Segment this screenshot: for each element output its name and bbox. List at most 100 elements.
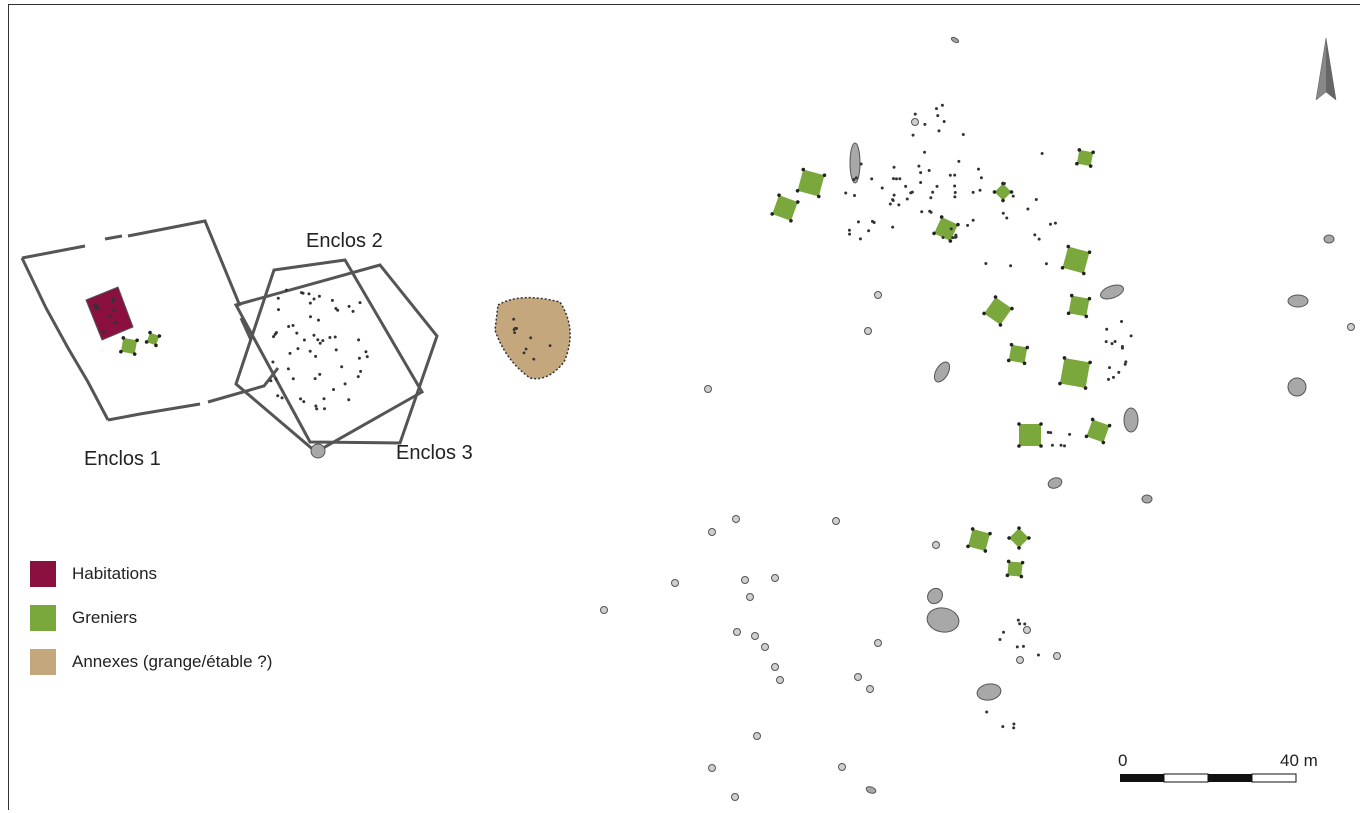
posthole xyxy=(923,122,927,126)
pit-feature xyxy=(1287,377,1307,397)
posthole xyxy=(848,232,852,236)
pit xyxy=(771,663,779,671)
posthole xyxy=(524,347,528,351)
grenier xyxy=(984,297,1012,325)
grenier xyxy=(994,183,1012,201)
pit xyxy=(911,118,919,126)
posthole xyxy=(1017,526,1021,530)
posthole xyxy=(1040,151,1044,155)
posthole xyxy=(948,173,952,177)
posthole xyxy=(119,349,123,354)
posthole xyxy=(318,372,322,376)
pit-feature xyxy=(1100,284,1124,300)
posthole xyxy=(1129,334,1133,338)
enclos-2-label: Enclos 2 xyxy=(306,230,383,252)
posthole xyxy=(1111,375,1115,379)
posthole xyxy=(135,338,139,343)
posthole xyxy=(1120,346,1124,350)
posthole xyxy=(966,223,970,227)
pit xyxy=(732,515,740,523)
posthole xyxy=(1058,381,1062,386)
posthole xyxy=(333,335,337,339)
posthole xyxy=(844,191,848,195)
enclos-3-label: Enclos 3 xyxy=(396,442,473,464)
pit xyxy=(1023,626,1031,634)
posthole xyxy=(927,169,931,173)
posthole xyxy=(984,262,988,266)
posthole xyxy=(777,193,781,197)
legend-label: Greniers xyxy=(72,608,138,627)
posthole xyxy=(919,171,923,175)
posthole xyxy=(308,315,312,319)
posthole xyxy=(932,231,936,236)
pit xyxy=(741,576,749,584)
posthole xyxy=(934,107,938,111)
posthole xyxy=(1017,546,1021,550)
posthole xyxy=(273,332,277,336)
posthole xyxy=(1009,342,1014,347)
posthole xyxy=(1123,362,1127,366)
posthole xyxy=(513,331,516,335)
posthole xyxy=(358,301,362,305)
posthole xyxy=(801,167,806,172)
pit-feature xyxy=(976,683,1002,701)
posthole xyxy=(948,239,953,243)
posthole xyxy=(1107,377,1111,381)
posthole xyxy=(113,321,118,325)
posthole xyxy=(1006,358,1011,363)
posthole xyxy=(1022,361,1027,366)
pit-feature xyxy=(926,607,960,633)
posthole xyxy=(286,367,290,371)
posthole xyxy=(1087,250,1092,255)
posthole xyxy=(1012,726,1016,730)
posthole xyxy=(144,340,149,344)
posthole xyxy=(970,527,975,531)
posthole xyxy=(1005,216,1009,220)
posthole xyxy=(1087,296,1092,301)
grenier xyxy=(1008,344,1028,364)
posthole xyxy=(1016,618,1020,622)
posthole xyxy=(312,333,316,337)
posthole xyxy=(357,356,361,360)
grenier xyxy=(120,337,138,355)
pit xyxy=(874,639,882,647)
posthole xyxy=(992,190,997,194)
grenier xyxy=(797,169,825,197)
posthole xyxy=(891,198,895,202)
posthole xyxy=(288,351,292,355)
posthole xyxy=(522,351,526,355)
pit-feature xyxy=(927,587,943,605)
posthole xyxy=(295,331,299,335)
posthole xyxy=(1015,645,1019,649)
posthole xyxy=(1060,265,1065,270)
pit-feature xyxy=(1323,234,1335,244)
posthole xyxy=(97,306,101,310)
posthole xyxy=(852,178,856,182)
posthole xyxy=(269,379,273,383)
pit xyxy=(1053,652,1061,660)
posthole xyxy=(929,196,933,200)
legend-swatch-habitations xyxy=(30,561,56,587)
posthole xyxy=(1017,444,1021,448)
posthole xyxy=(911,133,915,137)
posthole xyxy=(302,400,306,404)
posthole xyxy=(953,190,957,194)
posthole xyxy=(1026,207,1030,211)
posthole xyxy=(1081,271,1086,276)
posthole xyxy=(1091,150,1095,155)
pit xyxy=(708,528,716,536)
pit xyxy=(761,643,769,651)
posthole xyxy=(858,237,862,241)
grenier xyxy=(1019,424,1041,446)
posthole xyxy=(111,296,116,300)
posthole xyxy=(1084,434,1089,439)
pit-feature xyxy=(849,142,861,184)
posthole xyxy=(891,177,895,181)
posthole xyxy=(1001,211,1005,215)
pit-feature xyxy=(933,361,951,383)
posthole xyxy=(1088,360,1092,365)
posthole xyxy=(343,382,347,386)
posthole xyxy=(359,369,363,373)
posthole xyxy=(280,396,284,400)
